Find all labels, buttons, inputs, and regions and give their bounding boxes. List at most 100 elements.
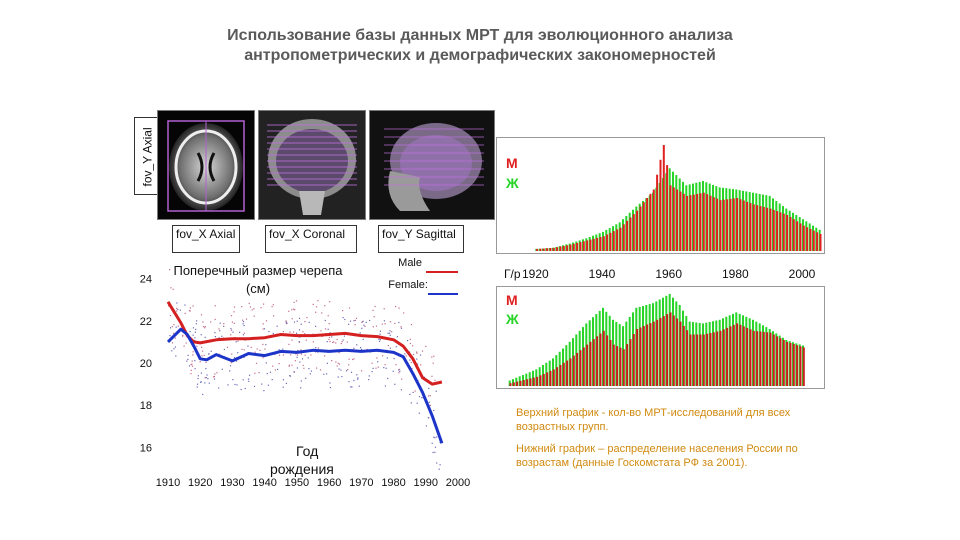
scatter-dot (356, 374, 358, 376)
bar (556, 247, 559, 251)
bar (596, 237, 599, 251)
scatter-dot (298, 317, 301, 319)
scatter-dot (410, 324, 413, 326)
x-tick-label: 1950 (285, 477, 309, 488)
scatter-dot (202, 326, 205, 328)
bar (596, 336, 599, 386)
scatter-dot (331, 336, 333, 338)
bar (782, 340, 785, 386)
scatter-dot (239, 331, 241, 333)
scatter-dot (352, 358, 354, 361)
scatter-dot (285, 320, 287, 322)
scatter-dot (365, 321, 367, 323)
bar (576, 242, 579, 251)
scatter-dot (357, 378, 359, 380)
bar (572, 243, 575, 251)
title-line-1: Использование базы данных МРТ для эволюц… (227, 27, 733, 44)
bar (779, 338, 782, 386)
x-axis-prefix: Г/р (504, 267, 521, 281)
scatter-dot (315, 325, 317, 327)
bar (726, 327, 729, 386)
scatter-dot (363, 324, 365, 326)
scatter-dot (389, 330, 391, 332)
scatter-dot (293, 308, 295, 310)
sagittal-brain-illustration (370, 111, 494, 219)
scatter-dot (188, 365, 191, 367)
bar (566, 360, 569, 386)
bar (579, 242, 582, 251)
scatter-dot (429, 404, 431, 406)
scatter-dot (293, 331, 295, 333)
scatter-dot (277, 368, 279, 370)
scatter-dot (342, 317, 344, 319)
scatter-dot (247, 345, 249, 347)
scatter-dot (185, 342, 187, 344)
scatter-dot (296, 367, 298, 369)
scatter-dot (375, 325, 378, 327)
scatter-dot (333, 341, 335, 343)
scatter-dot (243, 332, 245, 334)
scatter-dot (214, 332, 216, 334)
scatter-dot (429, 395, 431, 397)
note-lower-chart: Нижний график – распределение населения … (516, 443, 798, 469)
bar (809, 229, 812, 251)
scatter-dot (177, 308, 179, 311)
bar (616, 229, 619, 251)
x-axis-label-line-2: рождения (270, 461, 334, 477)
scatter-dot (269, 371, 272, 373)
scatter-dot (249, 374, 251, 376)
bar (669, 185, 672, 251)
scatter-dot (328, 336, 331, 338)
bar (642, 202, 645, 251)
scatter-dot (177, 325, 179, 327)
scatter-dot (412, 345, 414, 347)
scatter-dot (204, 382, 206, 384)
scatter-dot (186, 360, 188, 362)
bar (519, 380, 522, 386)
scatter-dot (377, 366, 379, 368)
bar (792, 219, 795, 251)
bar (782, 213, 785, 251)
scatter-dot (272, 304, 274, 306)
scatter-dot (266, 373, 268, 375)
scatter-dot (312, 303, 314, 305)
bar (772, 209, 775, 251)
scatter-dot (360, 347, 362, 349)
scatter-dot (231, 353, 233, 355)
scatter-dot (205, 361, 207, 363)
scatter-dot (409, 338, 411, 340)
bar (752, 204, 755, 251)
bar (572, 355, 575, 386)
scatter-dot (176, 307, 178, 309)
y-tick-label: 18 (140, 400, 152, 412)
scatter-dot (299, 361, 301, 363)
scatter-dot (190, 369, 192, 371)
scatter-dot (404, 353, 406, 355)
scatter-dot (262, 328, 264, 330)
scatter-dot (361, 321, 363, 323)
scatter-dot (191, 365, 194, 367)
bar (602, 236, 605, 251)
bar (606, 234, 609, 251)
bar (536, 376, 539, 386)
scatter-dot (262, 343, 264, 345)
x-tick-label: 1940 (252, 477, 276, 488)
scatter-dot (353, 358, 355, 360)
bar (616, 346, 619, 386)
bars (535, 145, 822, 251)
bar (712, 332, 715, 386)
bar (699, 193, 702, 251)
scatter-dot (337, 376, 339, 378)
scatter-dot (196, 320, 198, 322)
scatter-dot (278, 354, 281, 356)
scatter-dot (384, 323, 386, 325)
scatter-dot (189, 310, 191, 312)
scatter-dot (250, 346, 252, 348)
scatter-dot (434, 437, 436, 439)
bar (599, 333, 602, 386)
bar (592, 238, 595, 251)
legend-male-label: Male (398, 257, 422, 269)
scatter-dot (169, 327, 172, 329)
scatter-dot (189, 331, 191, 333)
bar (656, 319, 659, 386)
